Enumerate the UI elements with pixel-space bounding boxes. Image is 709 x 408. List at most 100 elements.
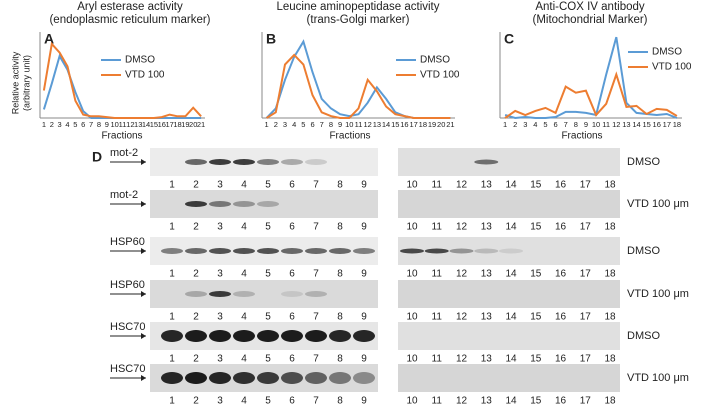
legend-label: DMSO (125, 55, 155, 66)
band (257, 330, 279, 342)
lane-number: 1 (169, 180, 175, 191)
blot-right (398, 364, 620, 392)
condition-label: VTD 100 μm (627, 372, 689, 384)
x-axis-label: Fractions (561, 131, 602, 142)
lane-number: 13 (481, 396, 493, 407)
band (305, 330, 327, 342)
protein-label: mot-2 (110, 147, 138, 159)
x-tick-label: 4 (533, 120, 537, 129)
band (257, 159, 279, 165)
x-tick-label: 12 (612, 120, 620, 129)
protein-label: HSC70 (110, 363, 145, 375)
band (185, 248, 207, 254)
x-tick-label: 13 (134, 120, 142, 129)
lane-number: 15 (530, 222, 542, 233)
x-tick-label: 19 (428, 120, 436, 129)
lane-number: 9 (361, 396, 367, 407)
lane-number: 3 (217, 312, 223, 323)
chart-title: Leucine aminopeptidase activity (276, 1, 439, 13)
band (305, 159, 327, 165)
x-tick-label: 13 (373, 120, 381, 129)
lane-number: 5 (265, 354, 271, 365)
x-tick-label: 20 (437, 120, 445, 129)
arrow-head (141, 159, 146, 165)
blot-right (398, 322, 620, 350)
x-tick-label: 17 (165, 120, 173, 129)
x-tick-label: 16 (400, 120, 408, 129)
x-tick-label: 7 (89, 120, 93, 129)
lane-number: 3 (217, 222, 223, 233)
x-tick-label: 15 (150, 120, 158, 129)
series-line (504, 71, 678, 119)
lane-number: 10 (406, 354, 418, 365)
y-axis-label: Relative activity (10, 51, 20, 114)
lane-number: 12 (456, 396, 468, 407)
lane-number: 13 (481, 180, 493, 191)
x-tick-label: 5 (301, 120, 305, 129)
x-tick-label: 16 (653, 120, 661, 129)
x-tick-label: 15 (642, 120, 650, 129)
lane-number: 2 (193, 312, 199, 323)
lane-number: 14 (505, 396, 517, 407)
blot-right (398, 190, 620, 218)
lane-number: 15 (530, 269, 542, 280)
lane-number: 14 (505, 269, 517, 280)
lane-number: 2 (193, 269, 199, 280)
lane-number: 13 (481, 269, 493, 280)
lane-number: 8 (337, 312, 343, 323)
band (353, 330, 375, 342)
lane-number: 15 (530, 396, 542, 407)
lane-number: 18 (604, 222, 616, 233)
x-tick-label: 4 (292, 120, 296, 129)
lane-number: 16 (555, 312, 567, 323)
x-tick-label: 10 (592, 120, 600, 129)
lane-number: 15 (530, 354, 542, 365)
x-tick-label: 3 (283, 120, 287, 129)
band (233, 291, 255, 297)
band (329, 248, 351, 254)
x-tick-label: 5 (73, 120, 77, 129)
lane-number: 11 (432, 180, 443, 191)
lane-number: 5 (265, 269, 271, 280)
lane-number: 6 (289, 396, 295, 407)
band (353, 372, 375, 384)
lane-number: 18 (604, 269, 616, 280)
x-tick-label: 14 (382, 120, 390, 129)
protein-label: mot-2 (110, 189, 138, 201)
x-tick-label: 7 (564, 120, 568, 129)
band (449, 248, 474, 254)
panel-label: B (266, 31, 276, 47)
lane-number: 12 (456, 269, 468, 280)
lane-number: 9 (361, 222, 367, 233)
band (474, 248, 499, 254)
band (474, 159, 499, 165)
arrow-head (141, 248, 146, 254)
lane-number: 7 (313, 354, 319, 365)
condition-label: VTD 100 μm (627, 288, 689, 300)
legend-label: VTD 100 (420, 70, 460, 81)
lane-number: 17 (580, 396, 592, 407)
x-tick-label: 14 (142, 120, 150, 129)
lane-number: 12 (456, 222, 468, 233)
lane-number: 18 (604, 354, 616, 365)
lane-number: 7 (313, 222, 319, 233)
lane-number: 17 (580, 354, 592, 365)
panel-label: A (44, 31, 54, 47)
lane-number: 2 (193, 222, 199, 233)
lane-number: 12 (456, 354, 468, 365)
legend-label: DMSO (420, 55, 450, 66)
lane-number: 11 (432, 396, 443, 407)
band (400, 248, 424, 254)
lane-number: 10 (406, 222, 418, 233)
lane-number: 9 (361, 269, 367, 280)
arrow-head (141, 201, 146, 207)
lane-number: 5 (265, 396, 271, 407)
band (353, 248, 375, 254)
blot-left (150, 280, 378, 308)
x-tick-label: 9 (584, 120, 588, 129)
lane-number: 6 (289, 312, 295, 323)
lane-number: 6 (289, 354, 295, 365)
lane-number: 6 (289, 180, 295, 191)
lane-number: 4 (241, 180, 247, 191)
x-tick-label: 2 (274, 120, 278, 129)
